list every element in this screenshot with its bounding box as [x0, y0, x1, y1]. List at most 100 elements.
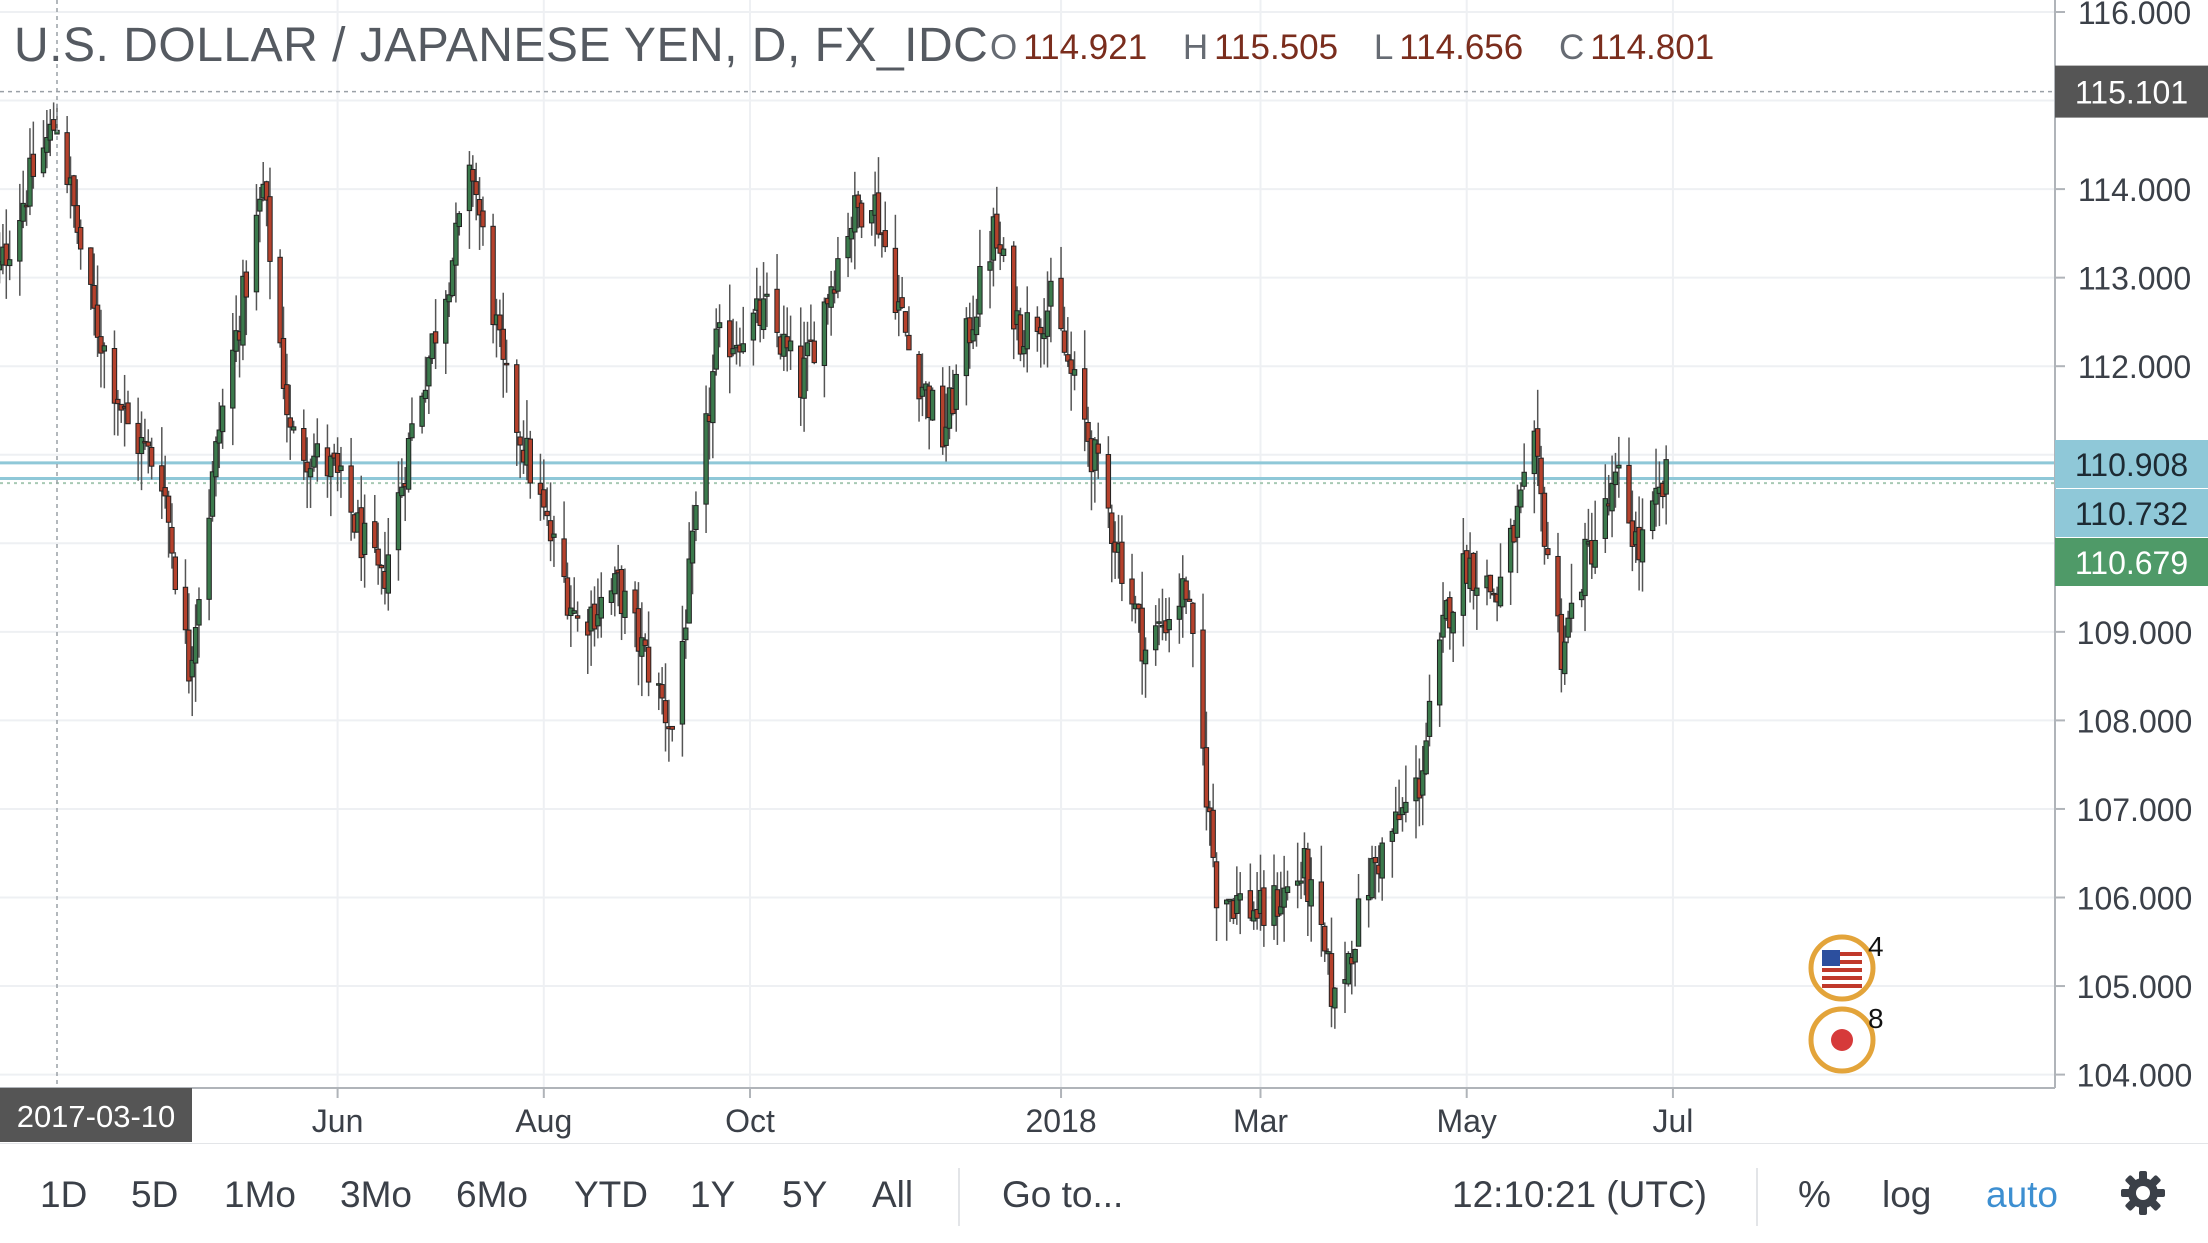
flag-canton: [1822, 950, 1840, 966]
y-tick-label: 112.000: [2078, 349, 2191, 385]
candle: [547, 482, 554, 562]
candle-body: [1223, 899, 1230, 905]
candle-body: [848, 227, 855, 240]
candle-body: [1379, 842, 1385, 879]
candle: [372, 494, 378, 553]
candle-body: [1602, 498, 1609, 539]
candlestick-chart[interactable]: 104.000 105.000 106.000 107.000 108.000 109.0…: [0, 0, 2208, 1143]
candle-body: [835, 258, 841, 292]
candle-body: [449, 260, 456, 297]
candle-body: [1071, 369, 1078, 376]
candle: [1305, 842, 1311, 937]
y-tick-label: 107.000: [2077, 792, 2193, 828]
candle-body: [821, 301, 828, 366]
y-tick-label: 106.000: [2077, 881, 2193, 917]
candle: [453, 202, 459, 303]
candle-body: [1011, 245, 1017, 330]
candle: [3, 209, 9, 299]
candle: [1082, 330, 1088, 452]
range-1y-button[interactable]: 1Y: [690, 1174, 736, 1215]
candle: [595, 578, 601, 639]
candle-body: [378, 564, 385, 569]
candle-body: [27, 157, 33, 207]
candle-body: [662, 700, 669, 724]
candle: [1213, 852, 1220, 941]
candle: [1436, 632, 1443, 727]
goto-date-button[interactable]: Go to...: [1002, 1174, 1124, 1215]
candle-body: [1609, 482, 1615, 512]
event-marker[interactable]: 8: [1808, 1003, 1884, 1074]
candle: [490, 213, 496, 344]
candle-body: [1034, 316, 1041, 332]
candle-body: [693, 505, 699, 530]
candle-body: [1166, 619, 1172, 631]
candle-body: [669, 725, 675, 730]
candle-body: [1389, 830, 1396, 842]
candle: [639, 602, 645, 697]
candle: [537, 453, 544, 521]
candle: [189, 646, 195, 717]
candle: [608, 578, 615, 615]
candle-body: [882, 230, 888, 248]
range-6mo-button[interactable]: 6Mo: [456, 1174, 528, 1215]
candle: [1024, 286, 1030, 373]
range-5y-button[interactable]: 5Y: [782, 1174, 828, 1215]
utc-clock[interactable]: 12:10:21 (UTC): [1452, 1174, 1707, 1215]
candle: [162, 455, 168, 509]
candle-body: [1021, 346, 1027, 355]
candle: [77, 219, 84, 270]
candle-body: [1436, 639, 1443, 706]
candle-body: [598, 596, 604, 619]
y-tick-label: 105.000: [2077, 969, 2193, 1005]
range-all-button[interactable]: All: [872, 1174, 914, 1215]
gear-icon[interactable]: [2118, 1168, 2168, 1218]
candle-body: [1352, 948, 1358, 963]
candle: [662, 663, 669, 752]
candle: [733, 321, 740, 365]
candle-body: [1092, 439, 1098, 471]
candle: [1017, 307, 1024, 362]
auto-scale-button[interactable]: auto: [1986, 1174, 2059, 1215]
candle-body: [91, 285, 97, 309]
price-tag-label: 110.679: [2075, 545, 2188, 581]
percent-scale-button[interactable]: %: [1798, 1174, 1831, 1215]
candle-body: [1061, 330, 1068, 353]
candle: [503, 339, 510, 393]
log-scale-button[interactable]: log: [1882, 1174, 1932, 1215]
japan-flag-icon: [1820, 1018, 1864, 1062]
candle: [1545, 521, 1551, 559]
candle-body: [503, 362, 510, 366]
crosshair-date-tag: [0, 1088, 192, 1142]
candle-body: [395, 492, 402, 551]
candle: [869, 210, 875, 236]
candle-body: [1044, 310, 1051, 337]
candle: [1379, 837, 1385, 901]
candle-body: [787, 340, 794, 352]
range-1d-button[interactable]: 1D: [40, 1174, 88, 1215]
candle: [115, 390, 121, 436]
candle: [801, 321, 807, 432]
candle: [1152, 605, 1159, 666]
candle-body: [1396, 814, 1402, 821]
candle: [693, 491, 699, 542]
candle: [828, 270, 834, 336]
candle: [1460, 517, 1467, 647]
candle-body: [476, 199, 483, 216]
candle: [564, 562, 571, 620]
range-3mo-button[interactable]: 3Mo: [340, 1174, 412, 1215]
range-5d-button[interactable]: 5D: [131, 1174, 179, 1215]
range-1mo-button[interactable]: 1Mo: [224, 1174, 296, 1215]
candle-body: [304, 461, 310, 473]
candle-body: [361, 522, 368, 556]
candle: [243, 260, 250, 336]
event-marker[interactable]: 4: [1808, 931, 1884, 1002]
candle-body: [172, 556, 179, 591]
candle: [476, 177, 483, 250]
candle-body: [1663, 459, 1669, 495]
candle: [169, 503, 175, 569]
candle-body: [1440, 614, 1446, 638]
candle-body: [727, 320, 733, 358]
range-ytd-button[interactable]: YTD: [574, 1174, 648, 1215]
candle-body: [17, 220, 23, 262]
candle: [852, 171, 858, 270]
